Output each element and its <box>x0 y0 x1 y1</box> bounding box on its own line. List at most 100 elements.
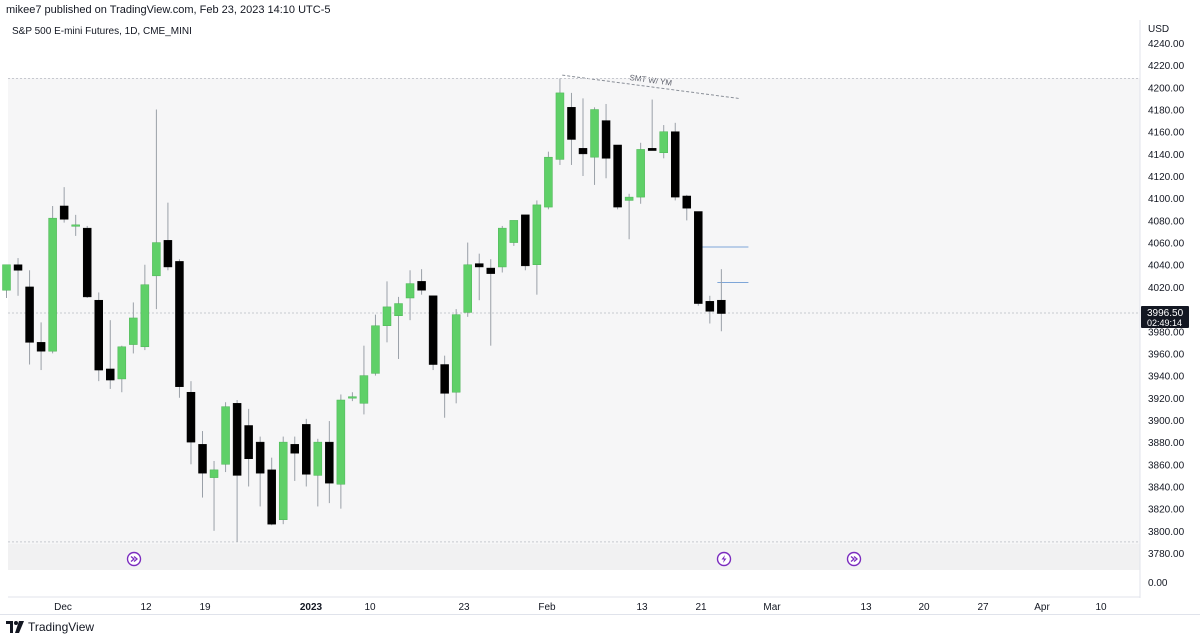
candle[interactable] <box>267 457 276 526</box>
candle-body-down <box>36 342 46 352</box>
candle[interactable] <box>532 200 542 295</box>
candle[interactable] <box>25 270 34 365</box>
footer-divider <box>0 614 1200 615</box>
candle[interactable] <box>152 109 161 310</box>
time-tick-label: 10 <box>364 602 376 613</box>
candle[interactable] <box>463 242 472 317</box>
candle[interactable] <box>474 253 484 301</box>
candle[interactable] <box>567 92 576 165</box>
footer-brand[interactable]: TradingView <box>6 620 94 634</box>
candle-body-down <box>302 424 311 475</box>
candle[interactable] <box>71 214 80 236</box>
symbol-title[interactable]: S&P 500 E-mini Futures, 1D, CME_MINI <box>12 26 192 37</box>
candle-body-up <box>509 220 519 243</box>
price-axis[interactable]: 4240.00 4220.00 4200.00 4180.00 4160.00 4140.… <box>1148 39 1185 589</box>
forward-arrow-icon[interactable] <box>126 551 142 567</box>
candle[interactable] <box>440 355 449 418</box>
candle[interactable] <box>555 78 565 165</box>
candle[interactable] <box>509 220 519 246</box>
candle[interactable] <box>175 259 184 398</box>
candle[interactable] <box>521 214 530 271</box>
price-tick-label: 4160.00 <box>1148 128 1185 139</box>
candle[interactable] <box>544 151 553 210</box>
candle-body-down <box>647 148 657 151</box>
candle-body-up <box>382 306 392 326</box>
candle[interactable] <box>48 205 57 354</box>
candle-body-up <box>463 264 472 313</box>
candle[interactable] <box>348 392 357 402</box>
candle[interactable] <box>371 314 380 376</box>
candle[interactable] <box>2 264 11 298</box>
candle[interactable] <box>659 125 668 159</box>
candle-body-up <box>405 283 415 299</box>
candle[interactable] <box>221 402 230 473</box>
candle[interactable] <box>186 381 196 465</box>
candle[interactable] <box>278 436 288 525</box>
candle-body-up <box>129 317 138 345</box>
lower-pane-bg <box>8 544 1140 570</box>
price-tick-label: 4100.00 <box>1148 194 1185 205</box>
candle-body-up <box>498 227 507 268</box>
candle[interactable] <box>290 436 299 481</box>
candle[interactable] <box>624 193 634 240</box>
candle[interactable] <box>405 270 415 321</box>
candle[interactable] <box>682 194 692 221</box>
candle[interactable] <box>359 345 369 415</box>
brand-name: TradingView <box>28 620 95 634</box>
candle[interactable] <box>717 269 726 332</box>
candle[interactable] <box>255 436 265 507</box>
candle-body-up <box>140 284 150 348</box>
candle[interactable] <box>417 269 426 295</box>
candle[interactable] <box>163 202 173 271</box>
candle[interactable] <box>451 309 461 404</box>
candle[interactable] <box>394 296 403 359</box>
candle[interactable] <box>670 122 680 201</box>
candle[interactable] <box>486 259 496 346</box>
time-tick-label: 20 <box>918 602 930 613</box>
candle[interactable] <box>382 281 392 343</box>
candle[interactable] <box>244 408 253 487</box>
candle[interactable] <box>578 98 588 177</box>
candle[interactable] <box>590 107 599 185</box>
lightning-icon[interactable] <box>716 551 732 567</box>
candle[interactable] <box>705 295 715 324</box>
candle[interactable] <box>613 144 622 210</box>
candle[interactable] <box>117 345 127 393</box>
candle[interactable] <box>13 258 23 296</box>
candle-body-up <box>555 92 565 160</box>
candle[interactable] <box>601 103 611 179</box>
forward-arrow-icon[interactable] <box>846 551 862 567</box>
candle[interactable] <box>106 320 115 389</box>
candle[interactable] <box>325 421 334 504</box>
time-tick-label: 23 <box>458 602 470 613</box>
candle-body-up <box>659 131 668 154</box>
candle[interactable] <box>59 187 69 223</box>
candle[interactable] <box>94 292 103 382</box>
bar-countdown: 02:49:14 <box>1147 318 1182 328</box>
candle[interactable] <box>198 431 207 498</box>
time-tick-label: 12 <box>140 602 152 613</box>
candle[interactable] <box>428 295 438 371</box>
candle-body-down <box>232 403 242 476</box>
time-axis[interactable]: Dec 12 19 2023 10 23 Feb 13 21 Mar 13 20 27 Apr 10 <box>54 602 1107 613</box>
candle[interactable] <box>647 99 657 151</box>
candle[interactable] <box>694 211 703 306</box>
candle-body-down <box>82 227 92 298</box>
candle[interactable] <box>302 418 311 487</box>
candle[interactable] <box>313 438 323 507</box>
price-tick-label: 3880.00 <box>1148 438 1185 449</box>
candle[interactable] <box>36 322 46 371</box>
candle[interactable] <box>336 394 346 509</box>
candle[interactable] <box>140 264 150 351</box>
candle[interactable] <box>232 400 242 542</box>
candle[interactable] <box>636 142 645 204</box>
candle[interactable] <box>82 225 92 298</box>
main-pane-bg <box>8 78 1140 544</box>
candle[interactable] <box>129 302 138 354</box>
candle-body-down <box>613 144 622 208</box>
candle[interactable] <box>498 225 507 273</box>
candle-body-up <box>636 149 645 198</box>
candle[interactable] <box>209 460 219 531</box>
time-tick-label: 13 <box>636 602 648 613</box>
